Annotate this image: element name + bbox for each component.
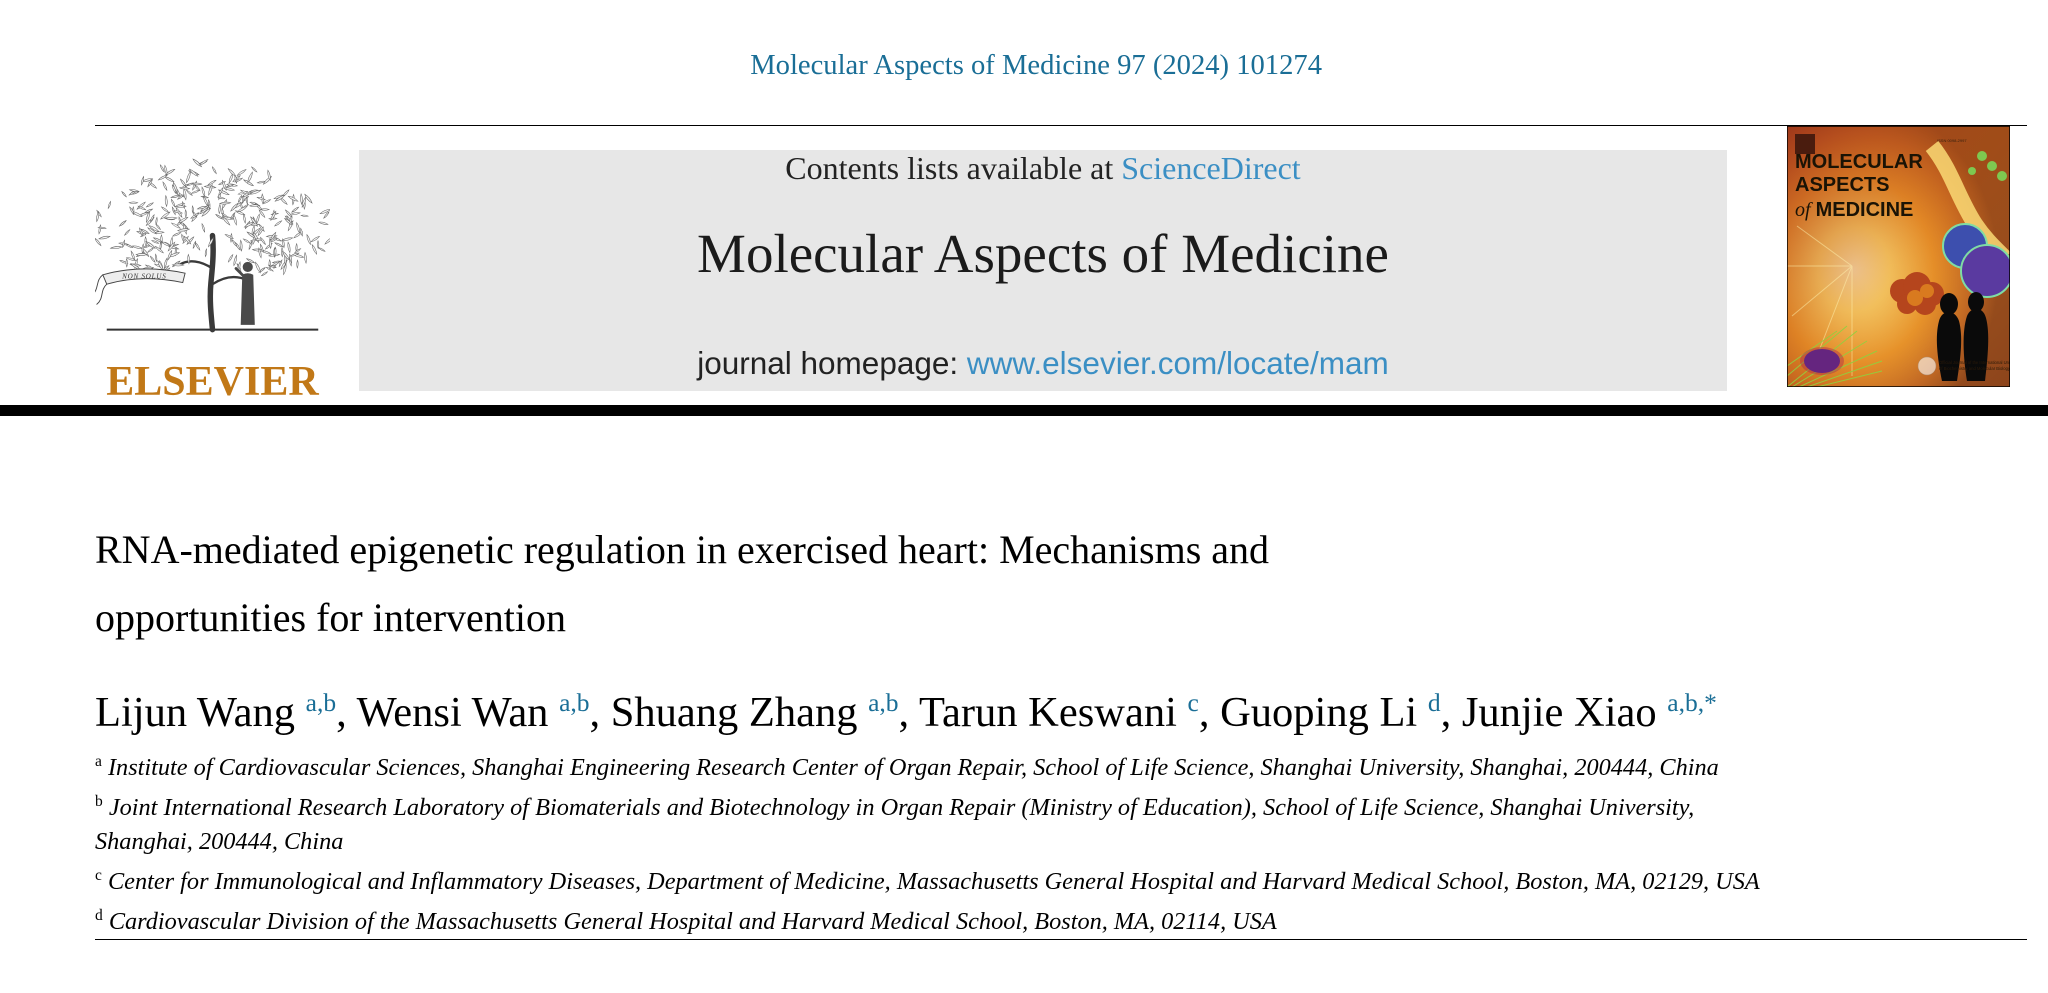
svg-text:NON SOLUS: NON SOLUS bbox=[121, 273, 166, 281]
svg-text:of Biochemistry and Molecular: of Biochemistry and Molecular Biology bbox=[1939, 366, 2010, 371]
svg-text:ISSN 0098-2997: ISSN 0098-2997 bbox=[1937, 138, 1967, 143]
svg-text:Official Journal of the Intern: Official Journal of the International Un… bbox=[1939, 360, 2010, 365]
svg-text:ASPECTS: ASPECTS bbox=[1795, 174, 1889, 196]
svg-text:MOLECULAR: MOLECULAR bbox=[1795, 151, 1923, 173]
svg-text:of MEDICINE: of MEDICINE bbox=[1795, 199, 1913, 221]
